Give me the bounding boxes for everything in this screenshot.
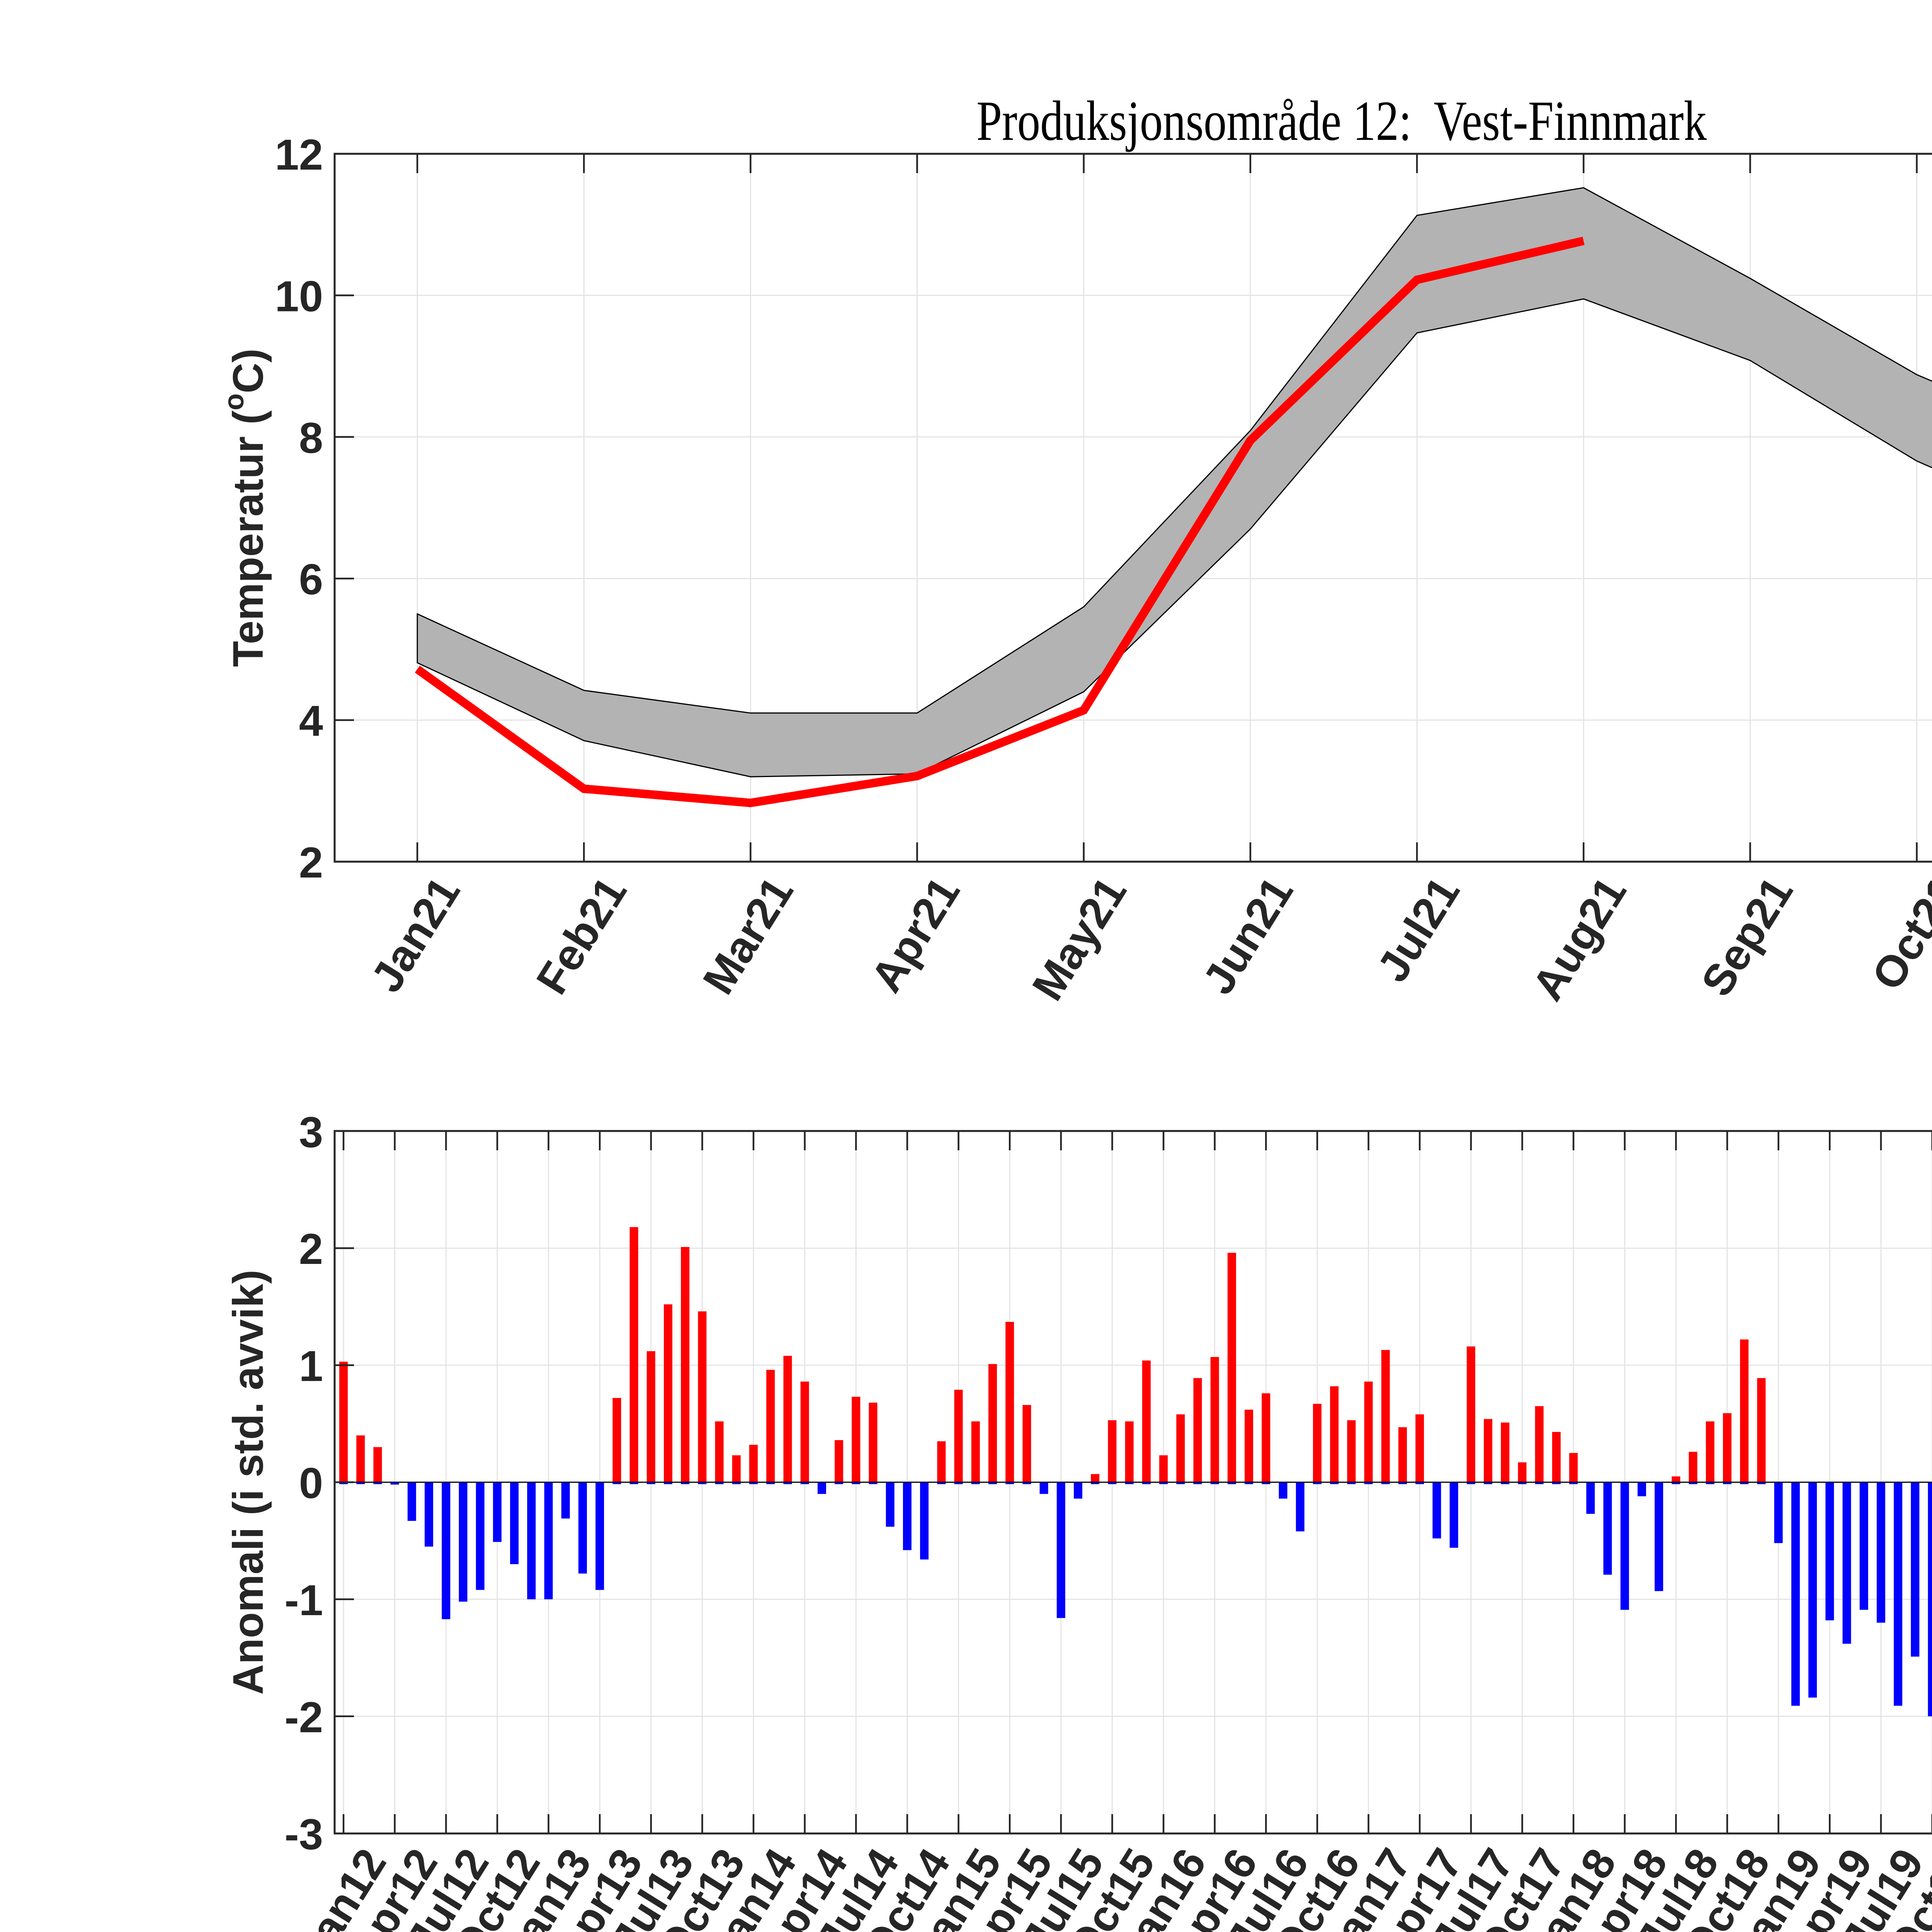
svg-text:3: 3 [299, 1108, 323, 1156]
svg-text:-3: -3 [284, 1810, 323, 1859]
svg-text:12: 12 [275, 131, 323, 179]
svg-text:10: 10 [275, 272, 323, 320]
svg-text:Anomali (i std. avvik): Anomali (i std. avvik) [224, 1270, 272, 1695]
svg-text:0: 0 [299, 1459, 323, 1507]
svg-text:1: 1 [299, 1342, 323, 1390]
svg-text:-1: -1 [284, 1576, 323, 1624]
svg-text:6: 6 [299, 555, 323, 604]
svg-text:2: 2 [299, 1225, 323, 1273]
svg-text:-2: -2 [284, 1693, 323, 1742]
svg-text:2: 2 [299, 838, 323, 887]
svg-text:4: 4 [299, 697, 323, 745]
svg-text:8: 8 [299, 414, 323, 462]
svg-text:Produksjonsområde 12: Vest-Fi: Produksjonsområde 12: Vest-Finnmark [976, 89, 1707, 152]
